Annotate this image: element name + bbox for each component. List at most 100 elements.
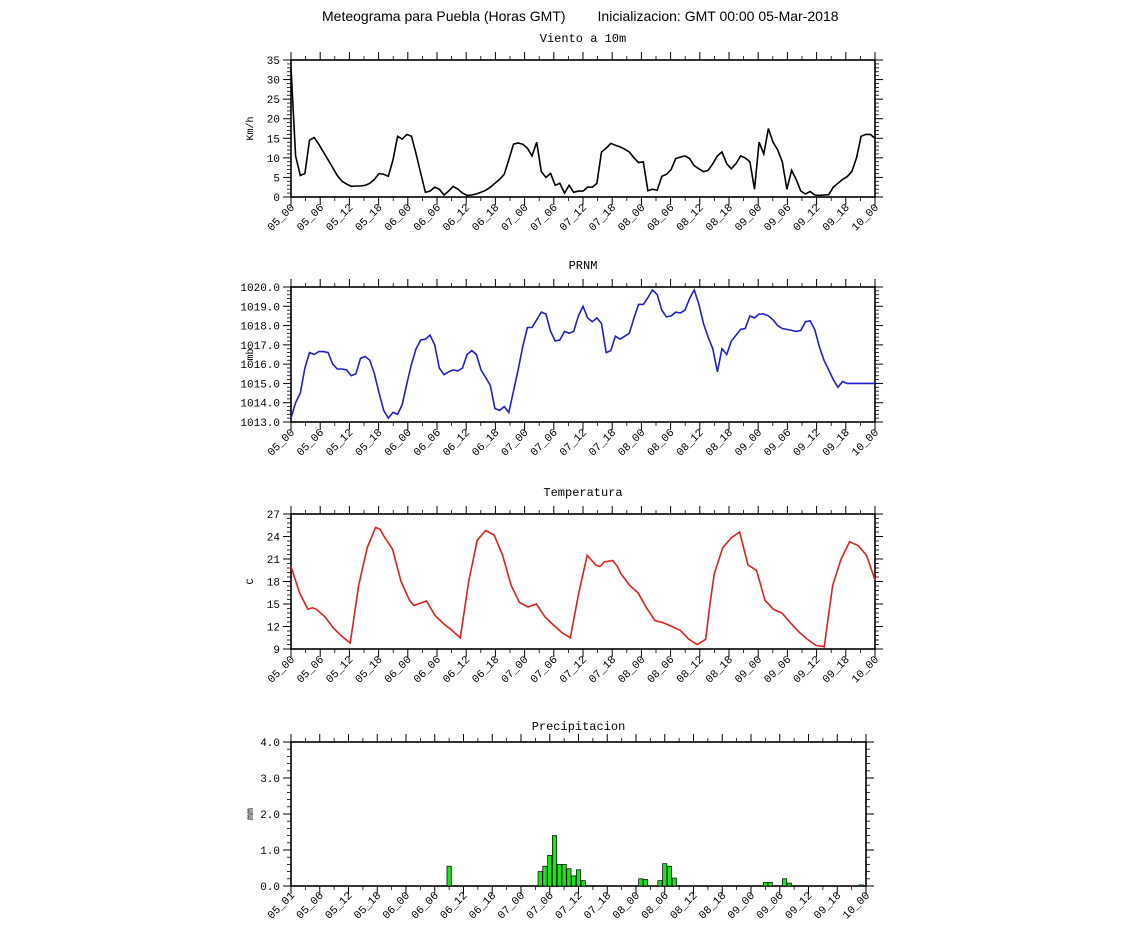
chart-4-bar [671,877,677,887]
chart-3-xtick-label: 10_00 [850,654,882,686]
chart-4-xtick-label: 07_00 [496,890,528,922]
chart-2-xtick-label: 06_00 [383,427,415,459]
chart-4-bar [786,882,792,887]
chart-3-xtick-label: 09_00 [733,654,765,686]
chart-4-ytick-label: 3.0 [260,774,280,786]
chart-3-xtick-label: 08_18 [704,654,736,686]
chart-3-xtick-label: 08_06 [646,654,678,686]
chart-4-xtick-label: 09_12 [783,890,815,922]
chart-2-xtick-label: 06_18 [470,427,502,459]
chart-4-xtick-label: 06_06 [410,890,442,922]
chart-2-xtick-label: 07_18 [587,427,619,459]
chart-3-xtick-label: 09_12 [792,654,824,686]
chart-1-xtick-label: 05_12 [324,202,356,234]
chart-4-bar [580,880,586,887]
chart-3: Temperatura C 9 12 15 18 21 24 27 05_0005_0605_12… [246,486,883,686]
chart-1-ytick-label: 5 [273,173,280,185]
chart-4-xtick-label: 09_18 [812,890,844,922]
chart-3-xtick-label: 08_00 [616,654,648,686]
chart-1-ytick-label: 25 [267,95,280,107]
chart-1-ytick-label: 0 [273,193,280,205]
chart-1-xtick-label: 05_06 [295,202,327,234]
chart-1-xtick-label: 09_06 [762,202,794,234]
chart-1-xtick-label: 07_18 [587,202,619,234]
chart-2-xtick-label: 08_18 [704,427,736,459]
chart-4-bar [566,868,572,887]
chart-4-bar [858,884,864,887]
chart-2-xtick-label: 08_06 [646,427,678,459]
chart-1: Viento a 10m Km/h 0 5 10 15 20 25 30 35 05_0005_06… [245,32,883,234]
chart-2-xtick-label: 09_00 [733,427,765,459]
chart-3-xtick-label: 08_12 [675,654,707,686]
chart-1-xtick-label: 06_18 [470,202,502,234]
chart-3-xtick-label: 09_18 [821,654,853,686]
chart-2-ytick-label: 1014.0 [240,399,280,411]
chart-3-xtick-label: 05_18 [354,654,386,686]
chart-4-bar [667,865,673,887]
chart-2-ytick-label: 1015.0 [240,379,280,391]
chart-1-xtick-label: 09_12 [792,202,824,234]
chart-4-ytick-label: 1.0 [260,846,280,858]
chart-4-xtick-label: 09_06 [755,890,787,922]
chart-3-ytick-label: 12 [267,623,280,635]
chart-4-ylabel: mm [246,808,257,820]
chart-3-xtick-label: 06_18 [470,654,502,686]
chart-3-xtick-label: 05_06 [295,654,327,686]
chart-3-ytick-label: 18 [267,578,280,590]
chart-1-xtick-label: 09_00 [733,202,765,234]
chart-4-bar [575,869,582,887]
chart-4-xtick-label: 10_00 [841,890,873,922]
figure-title: Meteograma para Puebla (Horas GMT) Inicia… [322,8,839,24]
chart-3-ytick-label: 21 [267,555,281,567]
chart-2-xtick-label: 06_12 [441,427,473,459]
chart-3-xtick-label: 06_06 [412,654,444,686]
chart-1-xtick-label: 07_00 [500,202,532,234]
chart-1-ytick-label: 20 [267,115,280,127]
chart-4-xtick-label: 09_00 [726,890,758,922]
chart-4-bar [537,871,543,887]
chart-4-xtick-label: 06_00 [381,890,413,922]
chart-4-bar [657,880,663,887]
chart-4-xtick-label: 07_06 [525,890,557,922]
chart-2: PRNM mb 1013.0 1014.0 1015.0 1016.0 1017.0 1018… [240,259,883,459]
chart-2-xtick-label: 05_06 [295,427,327,459]
chart-2-ytick-label: 1019.0 [240,302,280,314]
chart-2-xtick-label: 05_18 [354,427,386,459]
chart-1-xtick-label: 05_00 [266,202,298,234]
chart-4-xtick-label: 08_18 [697,890,729,922]
chart-3-ytick-label: 27 [267,510,280,522]
chart-3-ytick-label: 15 [267,600,280,612]
chart-2-xtick-label: 10_00 [850,427,882,459]
chart-2-ytick-label: 1018.0 [240,322,280,334]
chart-2-xtick-label: 05_12 [324,427,356,459]
chart-2-xtick-label: 09_06 [762,427,794,459]
chart-2-xtick-label: 05_00 [266,427,298,459]
chart-2-title: PRNM [569,259,598,273]
chart-3-xtick-label: 07_06 [529,654,561,686]
chart-2-xtick-label: 07_00 [500,427,532,459]
chart-2-ytick-label: 1017.0 [240,341,280,353]
chart-1-xtick-label: 06_06 [412,202,444,234]
chart-4-xtick-label: 05_12 [323,890,355,922]
chart-4-xtick-label: 05_01 [266,890,298,922]
chart-1-ylabel: Km/h [245,116,257,140]
chart-3-xtick-label: 09_06 [762,654,794,686]
chart-4-bar [561,864,567,887]
chart-2-xtick-label: 06_06 [412,427,444,459]
chart-2-ylabel: mb [245,348,257,360]
chart-1-xtick-label: 08_18 [704,202,736,234]
chart-4-xtick-label: 08_12 [668,890,700,922]
chart-4-bar [552,835,558,887]
chart-2-ytick-label: 1013.0 [240,418,280,430]
chart-1-xtick-label: 08_06 [646,202,678,234]
chart-1-xtick-label: 08_00 [616,202,648,234]
chart-2-series-line [290,287,875,420]
chart-1-xtick-label: 06_00 [383,202,415,234]
chart-1-title: Viento a 10m [540,32,626,46]
chart-1-ytick-label: 30 [267,76,280,88]
chart-1-series-line [290,67,876,197]
chart-4-xtick-label: 06_12 [438,890,470,922]
chart-4-xtick-label: 08_06 [640,890,672,922]
chart-4-bar [643,879,649,887]
